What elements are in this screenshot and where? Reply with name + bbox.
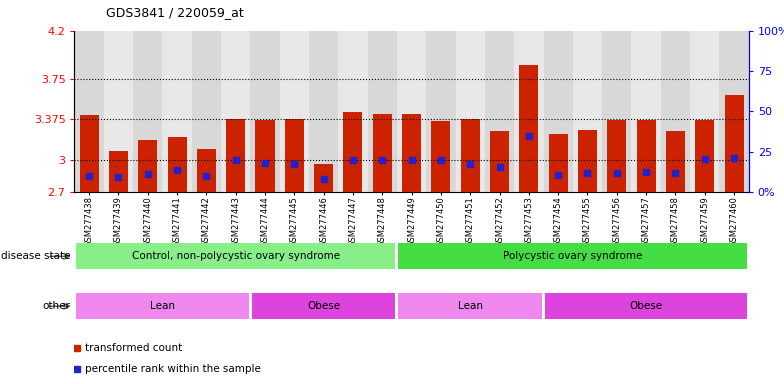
Point: [670, 170, 682, 176]
Point: [83, 173, 96, 179]
Point: [699, 156, 711, 162]
Bar: [76, 293, 249, 319]
Bar: [431, 121, 451, 192]
Bar: [573, 31, 602, 192]
Bar: [398, 243, 747, 269]
Bar: [103, 31, 133, 192]
Bar: [690, 31, 720, 192]
Bar: [402, 114, 421, 192]
Bar: [456, 31, 485, 192]
Point: [376, 157, 389, 163]
Point: [434, 157, 447, 163]
Point: [318, 176, 330, 182]
Bar: [461, 119, 480, 192]
Text: Obese: Obese: [307, 301, 340, 311]
Bar: [368, 31, 397, 192]
Text: Control, non-polycystic ovary syndrome: Control, non-polycystic ovary syndrome: [132, 251, 339, 262]
Bar: [76, 243, 395, 269]
Bar: [138, 141, 158, 192]
Bar: [197, 149, 216, 192]
Bar: [666, 131, 685, 192]
Point: [728, 154, 740, 161]
Bar: [485, 31, 514, 192]
Bar: [545, 293, 747, 319]
Point: [200, 173, 212, 179]
Bar: [80, 114, 99, 192]
Point: [230, 157, 242, 163]
Bar: [343, 113, 362, 192]
Point: [611, 170, 623, 176]
Point: [171, 167, 183, 174]
Bar: [252, 293, 395, 319]
Point: [464, 161, 477, 167]
Point: [141, 170, 154, 177]
Bar: [221, 31, 250, 192]
Bar: [226, 119, 245, 192]
Bar: [372, 114, 392, 192]
Bar: [720, 31, 749, 192]
Bar: [602, 31, 631, 192]
Point: [552, 172, 564, 178]
Bar: [578, 130, 597, 192]
Text: Lean: Lean: [458, 301, 483, 311]
Point: [112, 174, 125, 180]
Bar: [549, 134, 568, 192]
Bar: [631, 31, 661, 192]
Point: [288, 161, 300, 167]
Bar: [490, 131, 509, 192]
Point: [640, 169, 652, 175]
Bar: [398, 293, 542, 319]
Bar: [426, 31, 456, 192]
Bar: [74, 31, 103, 192]
Bar: [661, 31, 690, 192]
Bar: [192, 31, 221, 192]
Point: [347, 157, 359, 163]
Bar: [256, 120, 274, 192]
Bar: [285, 119, 304, 192]
Text: Polycystic ovary syndrome: Polycystic ovary syndrome: [503, 251, 643, 262]
Text: transformed count: transformed count: [85, 343, 182, 353]
Bar: [543, 31, 573, 192]
Point: [493, 164, 506, 170]
Bar: [637, 120, 655, 192]
Point: [259, 160, 271, 166]
Bar: [339, 31, 368, 192]
Bar: [519, 65, 539, 192]
Bar: [514, 31, 543, 192]
Text: Lean: Lean: [150, 301, 175, 311]
Bar: [250, 31, 280, 192]
Point: [581, 170, 593, 176]
Text: Obese: Obese: [630, 301, 662, 311]
Bar: [109, 151, 128, 192]
Bar: [133, 31, 162, 192]
Bar: [314, 164, 333, 192]
Bar: [168, 137, 187, 192]
Text: GDS3841 / 220059_at: GDS3841 / 220059_at: [106, 6, 244, 19]
Bar: [280, 31, 309, 192]
Point: [523, 133, 535, 139]
Bar: [695, 120, 714, 192]
Bar: [608, 120, 626, 192]
Text: percentile rank within the sample: percentile rank within the sample: [85, 364, 260, 374]
Text: disease state: disease state: [1, 251, 71, 262]
Bar: [397, 31, 426, 192]
Bar: [162, 31, 192, 192]
Point: [405, 157, 418, 163]
Bar: [309, 31, 339, 192]
Bar: [724, 95, 743, 192]
Text: other: other: [42, 301, 71, 311]
